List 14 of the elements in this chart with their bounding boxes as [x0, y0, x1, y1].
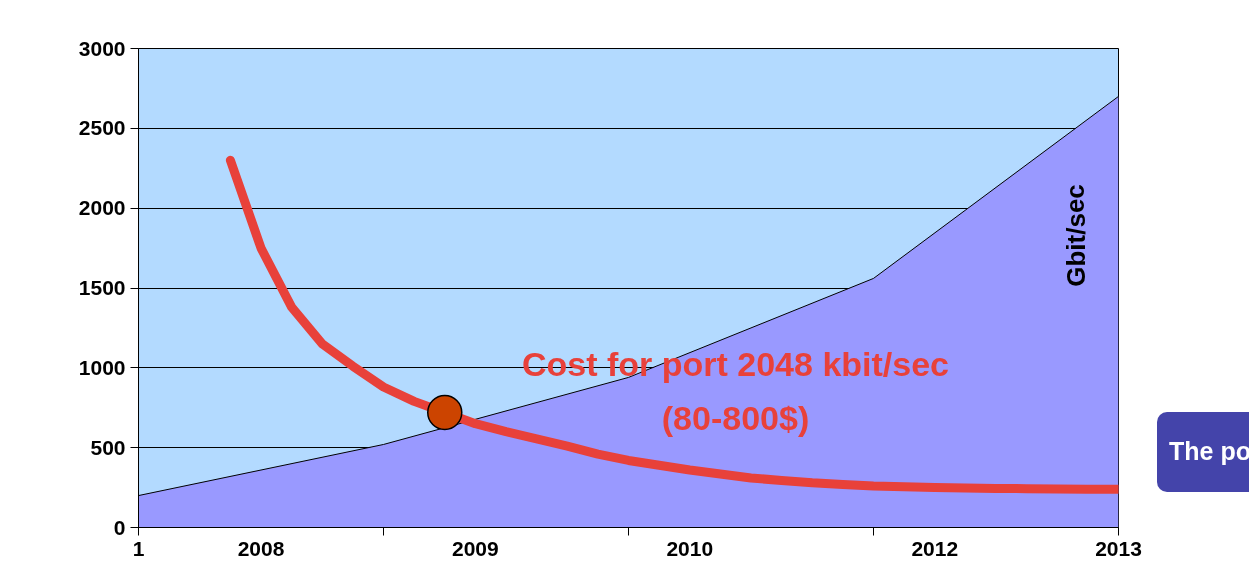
- y-tick-label: 1000: [78, 355, 126, 379]
- y-tick-label: 3000: [78, 36, 126, 60]
- x-tick-label: 2008: [237, 536, 285, 560]
- y-tick-label: 0: [113, 515, 126, 539]
- x-tick-label: 1: [132, 536, 145, 560]
- y-tick-label: 500: [90, 435, 126, 459]
- x-tick-label: 2012: [911, 536, 959, 560]
- x-tick-label: 2013: [1095, 536, 1142, 560]
- x-tick-label: 2009: [452, 536, 499, 560]
- annotation: Gbit/sec: [1060, 184, 1091, 287]
- y-tick-label: 2000: [78, 196, 126, 220]
- x-tick-label: 2010: [666, 536, 714, 560]
- y-tick-label: 1500: [78, 276, 126, 299]
- y-tick-label: 2500: [78, 116, 126, 140]
